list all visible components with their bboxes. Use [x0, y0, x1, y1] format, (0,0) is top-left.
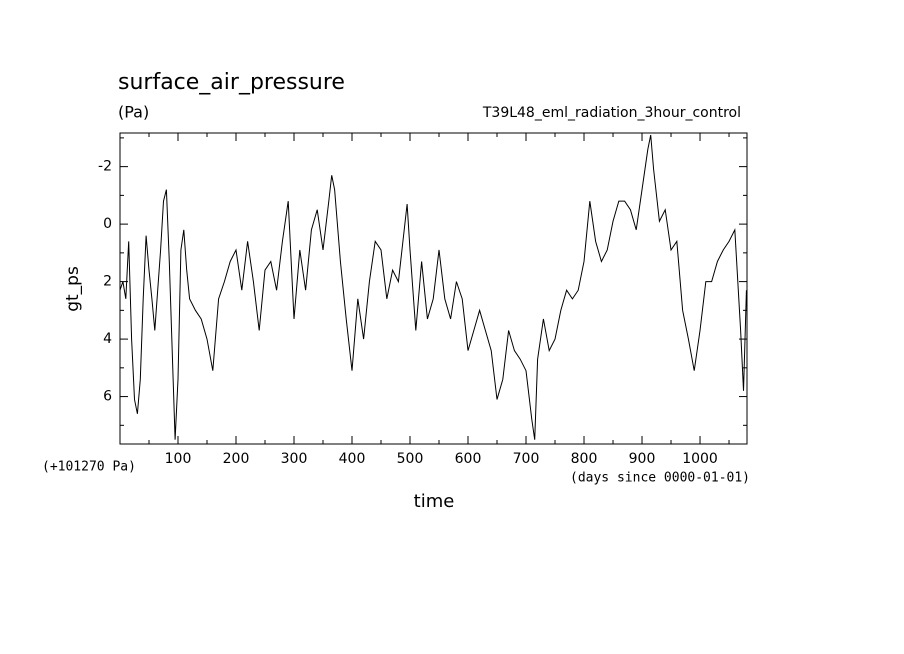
- subtitle: T39L48_eml_radiation_3hour_control: [482, 105, 741, 121]
- y-tick-label: -2: [98, 159, 112, 175]
- x-tick-label: 400: [339, 451, 366, 467]
- x-units-label: (days since 0000-01-01): [570, 471, 750, 486]
- x-tick-label: 200: [223, 451, 250, 467]
- x-tick-label: 700: [513, 451, 540, 467]
- chart-title: surface_air_pressure: [118, 70, 345, 95]
- x-tick-label: 100: [165, 451, 192, 467]
- x-tick-label: 300: [281, 451, 308, 467]
- x-tick-label: 600: [455, 451, 482, 467]
- x-tick-label: 1000: [682, 451, 718, 467]
- units: (Pa): [118, 103, 149, 122]
- x-axis-label: time: [414, 491, 455, 512]
- y-axis-label: gt_ps: [63, 266, 83, 312]
- y-offset-label: (+101270 Pa): [42, 460, 136, 475]
- y-tick-label: 4: [103, 331, 112, 347]
- x-tick-label: 500: [397, 451, 424, 467]
- y-tick-label: 0: [103, 216, 112, 232]
- y-tick-label: 6: [103, 389, 112, 405]
- x-tick-label: 900: [629, 451, 656, 467]
- x-tick-label: 800: [571, 451, 598, 467]
- y-tick-label: 2: [103, 274, 112, 290]
- data-line: [119, 134, 747, 440]
- plot-frame: [119, 132, 748, 445]
